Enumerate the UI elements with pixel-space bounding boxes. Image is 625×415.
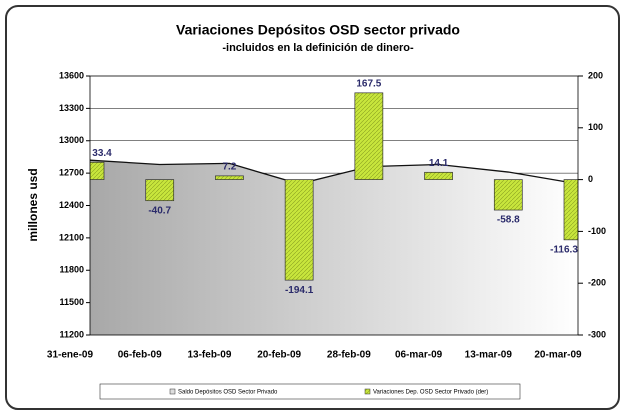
bar [145, 179, 175, 202]
y-tick-label: 13600 [59, 70, 84, 80]
bar [215, 175, 244, 180]
chart-subtitle: -incluidos en la definición de dinero- [222, 42, 414, 54]
bar [493, 179, 523, 211]
y-axis-label: millones usd [26, 168, 40, 241]
y2-tick-label: -100 [588, 226, 606, 236]
x-tick-label: 20-mar-09 [534, 350, 582, 361]
legend [99, 383, 521, 400]
y2-tick-label: 100 [588, 122, 603, 132]
value-label: -58.8 [497, 215, 520, 226]
legend-swatch [364, 388, 371, 395]
x-tick-label: 06-mar-09 [395, 350, 443, 361]
value-label: -194.1 [285, 285, 314, 296]
bar [90, 161, 105, 180]
y-tick-label: 11800 [59, 265, 84, 275]
chart-title: Variaciones Depósitos OSD sector privado [176, 22, 460, 38]
bar [354, 92, 384, 180]
y-tick-label: 11200 [59, 329, 84, 339]
area-line [89, 159, 579, 185]
value-label: 167.5 [356, 78, 381, 89]
value-label: 33.4 [92, 148, 112, 159]
bar [563, 179, 578, 241]
y-tick-label: 12100 [59, 232, 84, 242]
bar [284, 179, 314, 281]
bars [90, 92, 578, 281]
y-tick-label: 12700 [59, 168, 84, 178]
value-label: -40.7 [148, 205, 171, 216]
value-label: -116.3 [550, 244, 578, 255]
y2-tick-label: 0 [588, 174, 593, 184]
bar [424, 171, 453, 180]
y-tick-label: 12400 [59, 200, 84, 210]
x-tick-label: 31-ene-09 [47, 350, 94, 361]
y-tick-label: 13300 [59, 103, 84, 113]
y2-tick-label: -200 [588, 278, 606, 288]
legend-label: Variaciones Dep. OSD Sector Privado (der… [373, 390, 488, 396]
legend-label: Saldo Depósitos OSD Sector Privado [178, 390, 278, 396]
x-tick-label: 06-feb-09 [118, 350, 162, 361]
x-tick-label: 28-feb-09 [327, 350, 371, 361]
y-tick-label: 11500 [59, 297, 84, 307]
x-tick-label: 13-mar-09 [465, 350, 513, 361]
value-label: 7.2 [222, 162, 236, 173]
y2-tick-label: -300 [588, 329, 606, 339]
legend-swatch [169, 388, 176, 395]
value-label: 14.1 [429, 158, 449, 169]
y-tick-label: 13000 [59, 135, 84, 145]
x-tick-label: 13-feb-09 [187, 350, 231, 361]
x-tick-label: 20-feb-09 [257, 350, 301, 361]
area [90, 160, 578, 335]
y2-tick-label: 200 [588, 70, 603, 80]
